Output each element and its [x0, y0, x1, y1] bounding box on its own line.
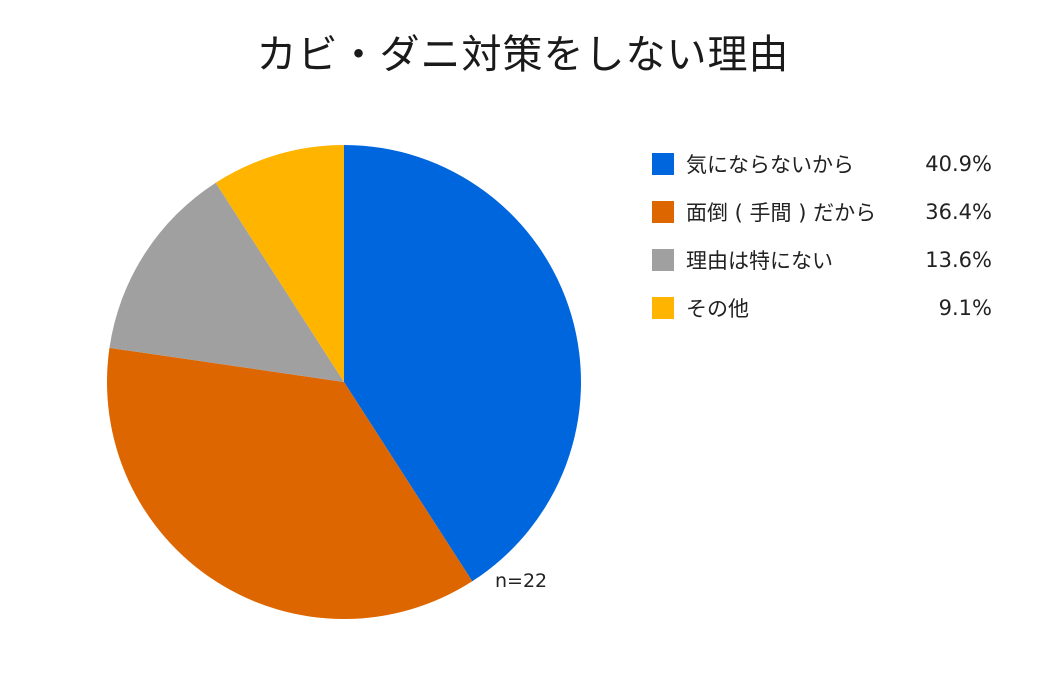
legend-swatch: [652, 249, 674, 271]
legend-swatch: [652, 153, 674, 175]
legend-value: 13.6%: [925, 248, 992, 272]
legend-label: 理由は特にない: [686, 249, 833, 273]
pie-slice: [106, 347, 473, 619]
legend-value: 36.4%: [925, 200, 992, 224]
legend-item: 気にならないから 40.9%: [652, 140, 997, 188]
legend-item: 面倒 ( 手間 ) だから 36.4%: [652, 188, 997, 236]
pie-slice: [109, 182, 344, 382]
chart-title: カビ・ダニ対策をしない理由: [256, 32, 790, 78]
legend-swatch: [652, 297, 674, 319]
sample-size-note: n=22: [495, 570, 548, 592]
legend-item: 理由は特にない 13.6%: [652, 236, 997, 284]
legend-label: 気にならないから: [686, 153, 854, 177]
legend-item: その他 9.1%: [652, 284, 997, 332]
legend-label: その他: [686, 297, 749, 321]
legend-value: 9.1%: [938, 296, 992, 320]
legend: 気にならないから 40.9% 面倒 ( 手間 ) だから 36.4% 理由は特に…: [652, 140, 997, 332]
legend-swatch: [652, 201, 674, 223]
pie-slice: [344, 145, 581, 582]
pie-slice: [215, 145, 344, 382]
legend-value: 40.9%: [925, 152, 992, 176]
legend-label: 面倒 ( 手間 ) だから: [686, 201, 877, 225]
